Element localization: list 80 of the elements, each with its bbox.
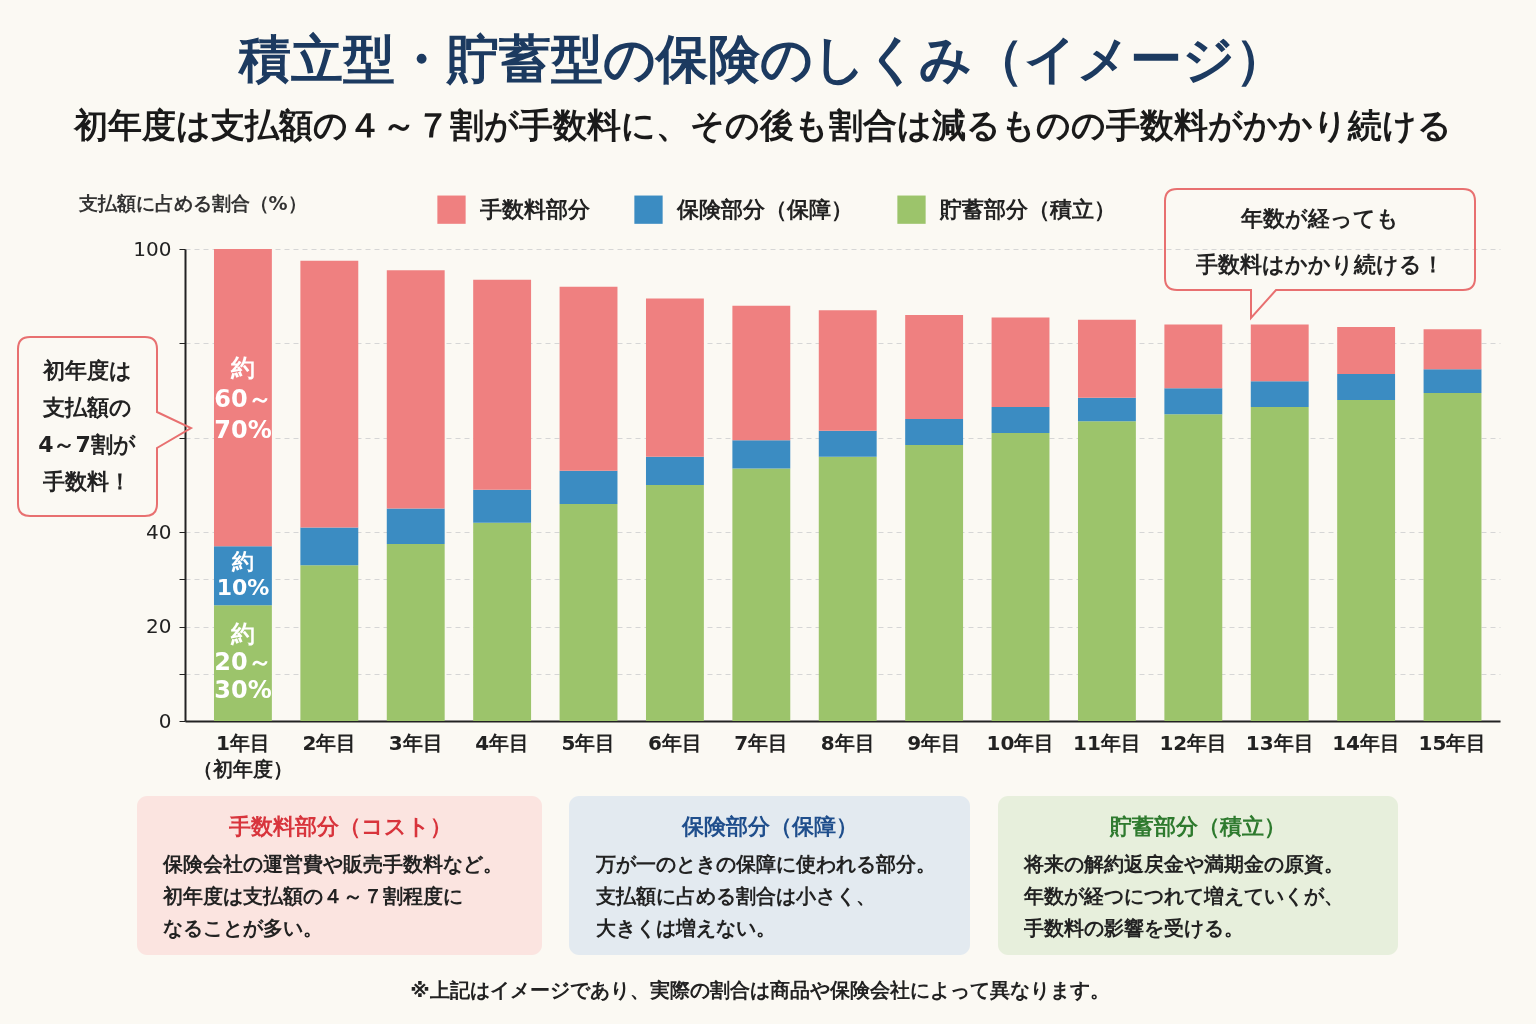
x-tick-label: 14年目 — [1332, 730, 1401, 755]
bar — [213, 249, 272, 547]
bar — [300, 260, 359, 528]
x-tick-label: 2年目 — [302, 730, 357, 755]
bar — [732, 305, 791, 441]
y-tick-label: 20 — [146, 614, 172, 639]
bar — [1337, 400, 1396, 721]
bar — [1077, 397, 1136, 422]
bar — [473, 489, 532, 523]
bar — [991, 317, 1050, 408]
x-tick-label: 10年目 — [986, 730, 1055, 755]
text: 将来の解約返戻金や満期金の原資。年数が経つにつれて増えていくが、手数料の影響を受ける。 — [1023, 852, 1344, 940]
legend-label: 保険部分（保障） — [676, 196, 853, 222]
x-tick-label: 15年目 — [1418, 730, 1487, 755]
legend-label: 貯蓄部分（積立） — [939, 196, 1116, 222]
bar — [473, 279, 532, 490]
y-axis-title: 支払額に占める割合（%） — [77, 191, 307, 214]
x-tick-label: 4年目 — [475, 730, 530, 755]
bar — [905, 315, 964, 419]
bar — [386, 270, 445, 509]
bar — [1250, 324, 1309, 382]
bar — [645, 485, 704, 721]
bar — [818, 456, 877, 721]
chart-subtitle: 初年度は支払額の４～７割が手数料に、その後も割合は減るものの手数料がかかり続ける — [72, 105, 1452, 145]
bar — [1164, 324, 1223, 389]
bar — [1250, 381, 1309, 408]
x-tick-label: 3年目 — [388, 730, 443, 755]
bar — [732, 468, 791, 721]
x-tick-label: 7年目 — [734, 730, 789, 755]
x-tick-label: 13年目 — [1245, 730, 1314, 755]
bar — [1337, 326, 1396, 375]
bar — [1164, 388, 1223, 415]
bar — [991, 433, 1050, 721]
text: 手数料部分（コスト） — [227, 814, 452, 839]
x-tick-label: 1年目（初年度） — [192, 730, 293, 781]
text: ※上記はイメージであり、実際の割合は商品や保険会社によって異なります。 — [410, 978, 1110, 1002]
bar — [386, 544, 445, 721]
y-tick-label: 0 — [158, 708, 172, 733]
text: 貯蓄部分（積立） — [1109, 814, 1286, 839]
bar — [905, 418, 964, 445]
bar — [1250, 407, 1309, 721]
bar — [1077, 421, 1136, 721]
y-tick-label: 100 — [133, 236, 172, 261]
annotation: 約10% — [216, 549, 270, 600]
bar — [818, 310, 877, 431]
bar — [818, 430, 877, 457]
annotation: 年数が経っても手数料はかかり続ける！ — [1195, 206, 1444, 277]
x-tick-label: 9年目 — [907, 730, 962, 755]
bar — [1077, 319, 1136, 398]
bar — [1423, 329, 1482, 370]
bar — [386, 508, 445, 544]
bar — [559, 286, 618, 471]
x-tick-label: 11年目 — [1073, 730, 1141, 755]
y-tick-label: 40 — [146, 519, 172, 544]
bar — [559, 470, 618, 504]
text: 万が一のときの保障に使われる部分。支払額に占める割合は小さく、大きくは増えない。 — [595, 852, 936, 940]
bar — [732, 440, 791, 469]
text: 保険部分（保障） — [681, 814, 858, 839]
x-tick-label: 5年目 — [561, 730, 616, 755]
bar — [905, 444, 964, 721]
bar — [991, 407, 1050, 434]
legend-label: 手数料部分 — [479, 196, 591, 222]
bar — [1164, 414, 1223, 721]
annotation: 約20～30% — [214, 620, 272, 704]
bar — [1337, 374, 1396, 401]
bar — [645, 298, 704, 457]
bar — [300, 527, 359, 566]
text: 保険会社の運営費や販売手数料など。初年度は支払額の４～７割程度になることが多い。 — [162, 852, 503, 940]
text: 初年度は支払額の4～7割が手数料！ — [38, 357, 136, 494]
bar — [645, 456, 704, 485]
bar — [1423, 369, 1482, 393]
x-tick-label: 6年目 — [647, 730, 702, 755]
bar — [1423, 392, 1482, 721]
bar — [473, 522, 532, 721]
x-tick-label: 8年目 — [820, 730, 875, 755]
annotation: 約60～70% — [214, 354, 272, 444]
x-tick-label: 12年目 — [1159, 730, 1228, 755]
bar — [300, 565, 359, 721]
chart-title: 積立型・貯蓄型の保険のしくみ（イメージ） — [236, 29, 1287, 89]
bar — [559, 503, 618, 721]
